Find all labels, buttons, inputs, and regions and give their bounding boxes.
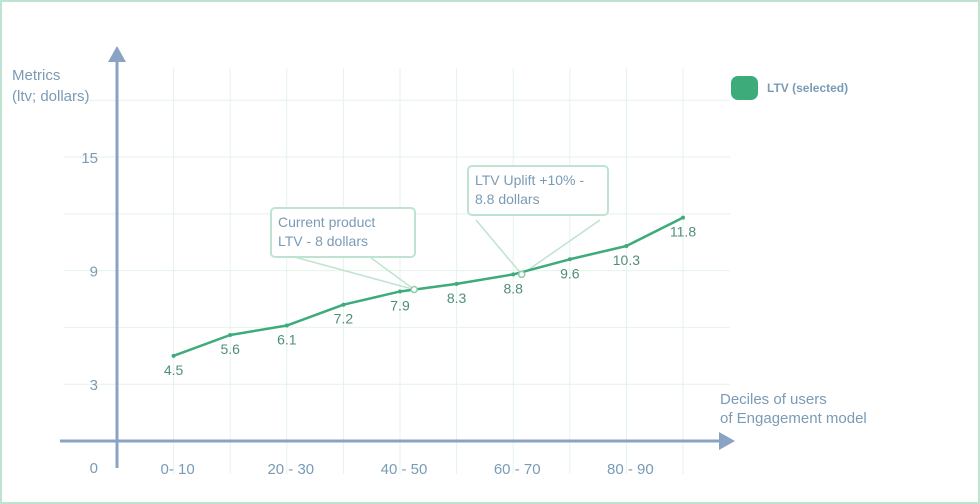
data-label: 8.8 <box>503 280 523 296</box>
annotation-line: LTV - 8 dollars <box>278 233 368 249</box>
annotation-connectors <box>275 219 601 291</box>
y-tick-label: 3 <box>90 377 98 394</box>
y-axis-title-line: (ltv; dollars) <box>12 88 90 105</box>
x-tick-label: 0- 10 <box>160 461 194 478</box>
annotation-ltv-uplift: LTV Uplift +10% - 8.8 dollars <box>467 165 609 216</box>
axis-titles: Metrics (ltv; dollars) Deciles of users of … <box>12 67 867 427</box>
annotation-line: 8.8 dollars <box>475 191 540 207</box>
data-label: 7.2 <box>334 311 354 327</box>
annotation-current-product: Current product LTV - 8 dollars <box>270 207 416 258</box>
x-tick-label: 20 - 30 <box>267 461 314 478</box>
annotation-connector <box>362 251 415 291</box>
y-tick-label: 9 <box>90 264 98 281</box>
legend-swatch <box>731 76 758 100</box>
y-axis-arrowhead <box>108 46 126 62</box>
data-label: 6.1 <box>277 332 297 348</box>
x-axis-arrowhead <box>719 432 735 450</box>
x-tick-label: 40 - 50 <box>381 461 428 478</box>
data-point <box>398 289 402 294</box>
ltv-series-line <box>173 216 684 357</box>
legend-label: LTV (selected) <box>767 81 849 95</box>
data-label: 5.6 <box>220 341 240 357</box>
annotation-line: LTV Uplift +10% - <box>475 172 585 188</box>
data-point <box>454 281 459 286</box>
data-label: 7.9 <box>390 297 410 313</box>
grid-lines <box>64 68 730 474</box>
data-point <box>511 272 516 277</box>
annotation-connector <box>475 219 523 275</box>
x-axis-title-line: of Engagement model <box>720 410 867 427</box>
data-label: 9.6 <box>560 265 580 281</box>
data-label: 11.8 <box>670 224 696 240</box>
annotation-line: Current product <box>278 214 376 230</box>
legend[interactable]: LTV (selected) <box>731 76 848 100</box>
data-point <box>284 323 289 328</box>
y-axis-title-line: Metrics <box>12 67 60 84</box>
data-label: 10.3 <box>613 252 640 268</box>
annotation-connector <box>275 251 415 291</box>
y-tick-label: 0 <box>90 460 98 477</box>
data-point <box>567 257 572 262</box>
tick-labels: 0 3 9 15 0- 10 20 - 30 40 - 50 60 - 70 80 - 90 <box>81 150 653 478</box>
data-point <box>171 353 176 358</box>
x-tick-label: 60 - 70 <box>494 461 541 478</box>
data-point <box>228 332 233 337</box>
data-label: 4.5 <box>164 362 184 378</box>
axes <box>60 46 735 468</box>
data-point <box>624 244 629 249</box>
series-group: 4.5 5.6 6.1 7.2 7.9 8.3 8.8 9.6 10.3 11.8 <box>164 215 696 378</box>
data-point <box>681 215 685 220</box>
x-tick-label: 80 - 90 <box>607 461 654 478</box>
data-label: 8.3 <box>447 290 467 306</box>
y-tick-label: 15 <box>81 150 98 167</box>
x-axis-title-line: Deciles of users <box>720 391 827 408</box>
annotation-marker <box>410 285 418 294</box>
annotation-connector <box>521 219 601 276</box>
annotation-marker <box>517 270 526 279</box>
data-point <box>341 302 346 307</box>
